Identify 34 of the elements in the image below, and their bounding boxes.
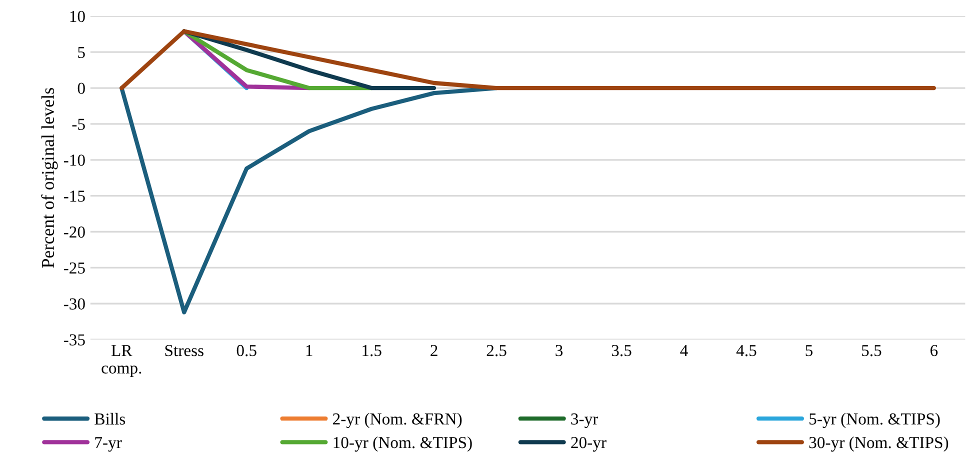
legend-label: 20-yr <box>571 436 606 452</box>
y-tick-label: -35 <box>64 334 85 346</box>
x-tick-label: 0.5 <box>236 344 256 356</box>
x-tick-label: 6 <box>930 344 938 356</box>
y-tick-label: -25 <box>64 262 85 274</box>
legend-label: 5-yr (Nom. &TIPS) <box>810 412 940 428</box>
line-series <box>120 29 936 90</box>
legend-label: 3-yr <box>571 413 598 428</box>
x-tick-label: 4.5 <box>736 345 756 356</box>
x-tick-label: Stress <box>165 344 204 356</box>
x-tick-label: 5 <box>806 345 812 356</box>
x-tick-label: 3 <box>556 344 563 356</box>
legend-label: Bills <box>94 412 126 425</box>
legend-label: 10-yr (Nom. &TIPS) <box>334 436 472 452</box>
y-tick-label: 0 <box>78 82 85 94</box>
legend-label: 2-yr (Nom. &FRN) <box>333 412 462 428</box>
legend-label: 30-yr (Nom. &TIPS) <box>809 436 948 452</box>
x-tick-label: 2.5 <box>486 344 506 356</box>
x-tick-label: LR comp. <box>102 345 142 377</box>
x-tick-label: 4 <box>680 345 688 356</box>
y-axis-title: Percent of original levels <box>41 88 58 268</box>
x-tick-label: 5.5 <box>862 345 882 356</box>
x-tick-label: 2 <box>430 344 438 356</box>
y-tick-label: -30 <box>64 298 85 310</box>
x-tick-label: 1 <box>306 344 312 356</box>
legend-label: 7-yr <box>95 437 122 452</box>
y-tick-label: -5 <box>72 118 85 130</box>
y-tick-label: -15 <box>64 190 85 202</box>
y-tick-label: -10 <box>64 154 85 166</box>
y-tick-label: -20 <box>64 226 85 238</box>
y-tick-label: 10 <box>70 10 85 22</box>
x-tick-label: 3.5 <box>612 344 632 356</box>
y-tick-label: 5 <box>78 46 85 58</box>
x-tick-label: 1.5 <box>362 344 382 356</box>
